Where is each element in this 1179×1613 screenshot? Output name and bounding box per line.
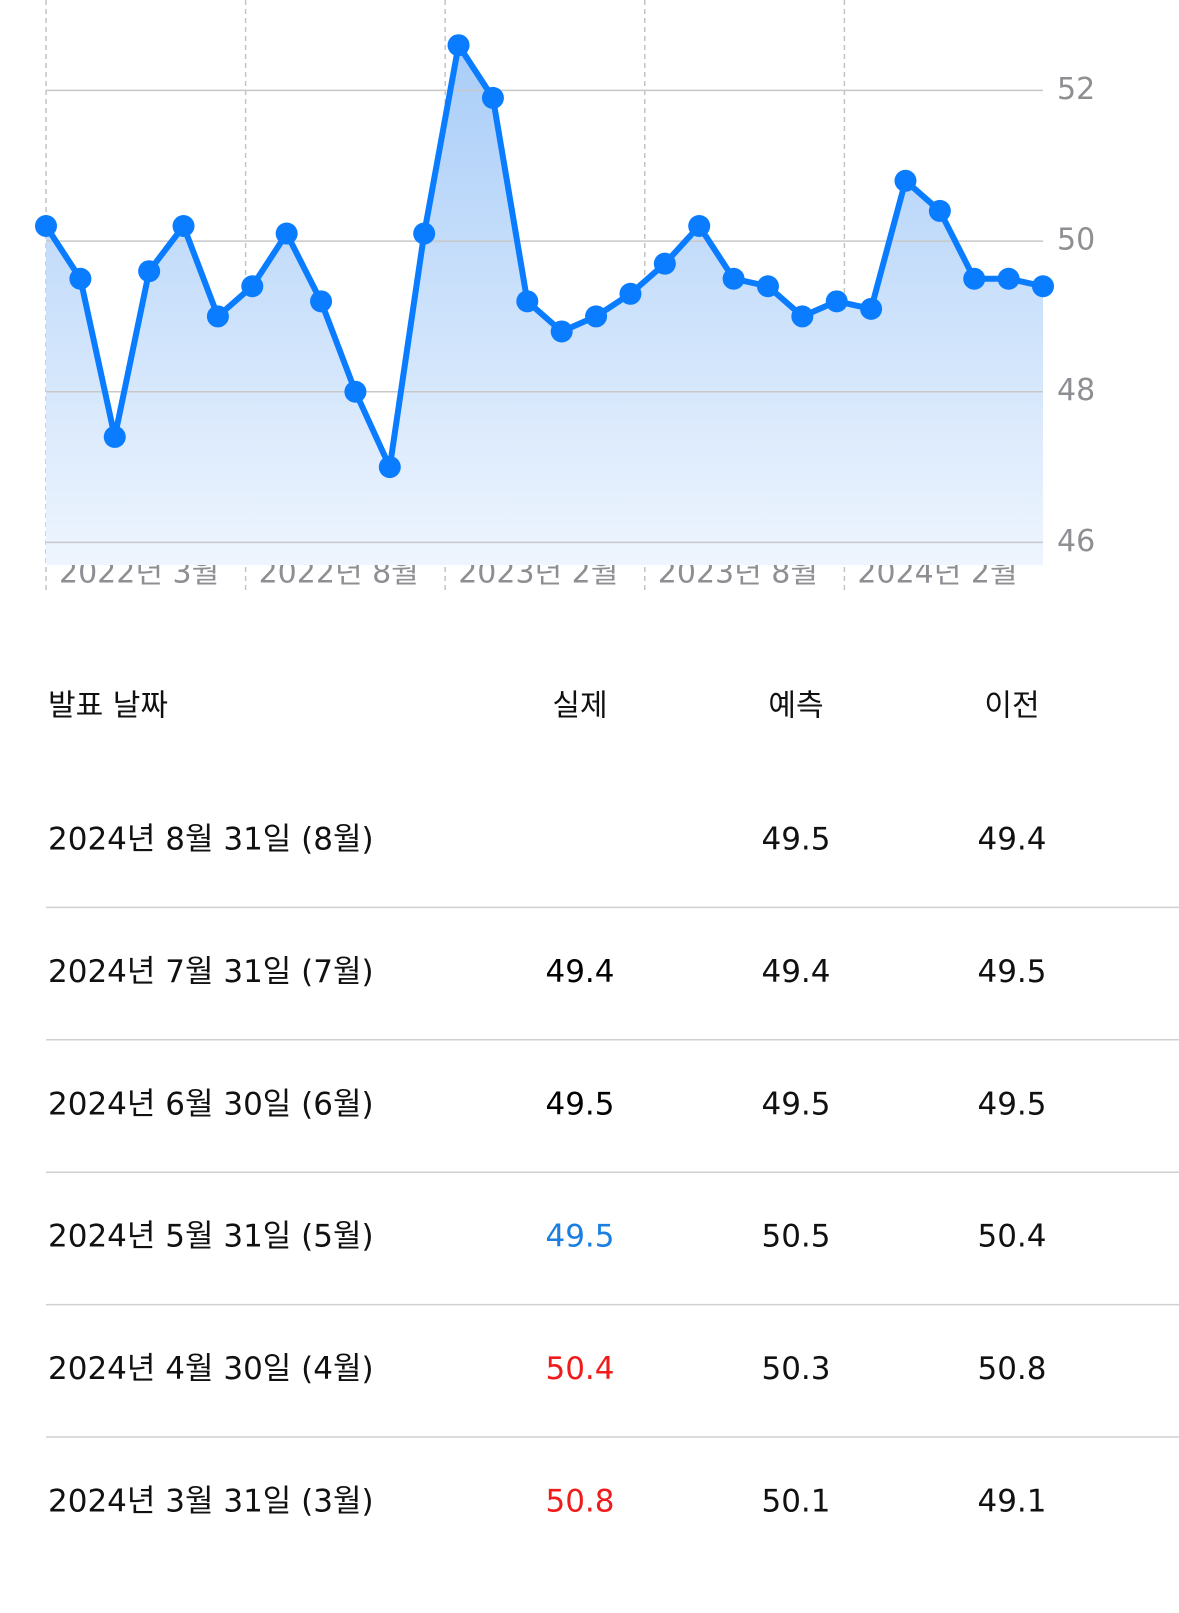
table-header: 이전 [984, 689, 1039, 724]
table-cell: 49.5 [545, 1219, 614, 1255]
point [963, 267, 986, 290]
point [206, 305, 229, 328]
table-cell: 49.1 [977, 1484, 1046, 1520]
table-header: 발표 날짜 [48, 689, 168, 724]
point [619, 282, 642, 305]
point [344, 380, 367, 403]
point [585, 305, 608, 328]
point [413, 222, 436, 245]
table-cell: 50.8 [977, 1351, 1046, 1387]
table-cell: 2024년 7월 31일 (7월) [48, 954, 374, 990]
table-cell: 50.3 [761, 1351, 830, 1387]
table-cell: 49.4 [977, 822, 1046, 858]
point [103, 425, 126, 448]
point [241, 275, 264, 298]
y-tick-label: 52 [1057, 72, 1095, 107]
y-tick-label: 46 [1057, 524, 1095, 559]
table-cell: 2024년 3월 31일 (3월) [48, 1484, 374, 1520]
table-cell: 49.5 [977, 954, 1046, 990]
table-cell: 49.5 [545, 1086, 614, 1122]
table-cell: 50.8 [545, 1484, 614, 1520]
point [310, 290, 333, 313]
point [516, 290, 539, 313]
point [997, 267, 1020, 290]
table-cell: 50.4 [545, 1351, 614, 1387]
table-header: 예측 [768, 689, 823, 724]
table-cell: 2024년 6월 30일 (6월) [48, 1086, 374, 1122]
point [825, 290, 848, 313]
table-cell: 2024년 5월 31일 (5월) [48, 1219, 374, 1255]
point [688, 215, 711, 237]
point [550, 320, 573, 343]
point [860, 297, 883, 320]
table-cell: 50.4 [977, 1219, 1046, 1255]
y-tick-label: 50 [1057, 223, 1095, 258]
point [653, 252, 676, 275]
table-cell: 2024년 8월 31일 (8월) [48, 822, 374, 858]
point [1032, 275, 1054, 298]
table-cell: 50.5 [761, 1219, 830, 1255]
point [69, 267, 92, 290]
line [43, 42, 1044, 471]
table-cell: 2024년 4월 30일 (4월) [48, 1351, 374, 1387]
y-tick-label: 48 [1057, 373, 1095, 408]
point [928, 199, 951, 222]
point [481, 86, 504, 109]
table-cell: 49.5 [761, 822, 830, 858]
point [722, 267, 745, 290]
point [894, 169, 917, 192]
point [138, 260, 161, 283]
point [791, 305, 814, 328]
table-cell: 49.4 [545, 954, 614, 990]
table-header: 실제 [552, 689, 607, 724]
table-cell: 49.5 [977, 1086, 1046, 1122]
point [447, 34, 470, 57]
point [756, 275, 779, 298]
point [275, 222, 298, 245]
table-cell: 49.4 [761, 954, 830, 990]
point [35, 215, 57, 237]
table-cell: 49.5 [761, 1086, 830, 1122]
point [172, 215, 195, 237]
point [378, 456, 401, 479]
area [46, 45, 1043, 565]
table-cell: 50.1 [761, 1484, 830, 1520]
